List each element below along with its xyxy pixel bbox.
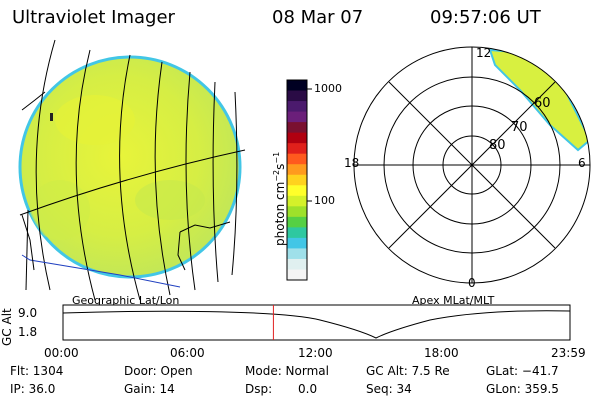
colorbar-band: [287, 101, 307, 113]
earth-disk: [18, 55, 242, 279]
gain-info: Gain: 14: [124, 382, 175, 396]
geographic-caption: Geographic Lat/Lon: [72, 294, 180, 307]
date-label: 08 Mar 07: [272, 7, 364, 28]
colorbar-band: [287, 206, 307, 218]
flight-info: Flt: 1304: [10, 364, 64, 378]
colorbar-band: [287, 143, 307, 155]
time-tick-1200: 12:00: [298, 346, 333, 360]
colorbar-band: [287, 195, 307, 207]
polar-grid: [353, 46, 591, 284]
coastlines: [21, 91, 231, 288]
colorbar-band: [287, 153, 307, 165]
apex-caption: Apex MLat/MLT: [412, 294, 495, 307]
mlat-label-80: 80: [489, 138, 506, 153]
colorbar-band: [287, 269, 307, 281]
colorbar-band: [287, 174, 307, 186]
mlat-label-60: 60: [534, 96, 551, 111]
time-tick-0000: 00:00: [44, 346, 79, 360]
dsp-value: 0.0: [298, 382, 318, 396]
gc-altitude-info: GC Alt: 7.5 Re: [366, 364, 450, 378]
geo-latitude-info: GLat: −41.7: [486, 364, 559, 378]
time-tick-0600: 06:00: [170, 346, 205, 360]
colorbar-band: [287, 122, 307, 134]
time-tick-1800: 18:00: [424, 346, 459, 360]
door-info: Door: Open: [124, 364, 193, 378]
sequence-info: Seq: 34: [366, 382, 412, 396]
colorbar-band: [287, 164, 307, 176]
altitude-axis-title: GC Alt: [0, 308, 14, 346]
latitude-lines: [19, 149, 246, 291]
colorbar-band: [287, 132, 307, 144]
disk-texture: [30, 95, 205, 240]
dark-spot: [50, 113, 53, 121]
mlt-label-6: 6: [578, 156, 586, 170]
colorbar-tick-1000: 1000: [314, 82, 342, 95]
time-tick-2359: 23:59: [551, 346, 586, 360]
colorbar-band: [287, 111, 307, 123]
colorbar-band: [287, 185, 307, 197]
colorbar-band: [287, 90, 307, 102]
colorbar-band: [287, 248, 307, 260]
altitude-tick-low: 1.8: [18, 325, 38, 339]
time-label: 09:57:06 UT: [430, 7, 541, 28]
mlt-label-0: 0: [468, 276, 476, 290]
ip-info: IP: 36.0: [10, 382, 56, 396]
altitude-tick-high: 9.0: [18, 306, 38, 320]
colorbar-tick-100: 100: [314, 194, 335, 207]
instrument-title: Ultraviolet Imager: [12, 7, 175, 28]
mlat-label-70: 70: [511, 120, 528, 135]
colorbar-unit-label: photon cm−2s−1: [272, 151, 287, 246]
altitude-curve: [62, 310, 571, 339]
mlt-label-12: 12: [476, 46, 492, 60]
colorbar-band: [287, 237, 307, 249]
geo-longitude-info: GLon: 359.5: [486, 382, 559, 396]
longitude-lines: [35, 39, 238, 301]
mode-info: Mode: Normal: [245, 364, 329, 378]
mlt-label-18: 18: [344, 156, 360, 170]
colorbar-band: [287, 258, 307, 270]
dsp-info: Dsp:: [245, 382, 273, 396]
colorbar-band: [287, 80, 307, 92]
colorbar-band: [287, 227, 307, 239]
colorbar-band: [287, 216, 307, 228]
